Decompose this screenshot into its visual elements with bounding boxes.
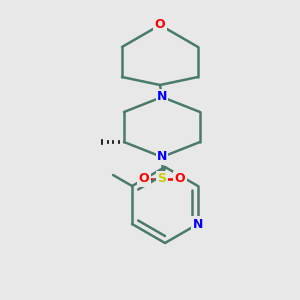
Text: S: S bbox=[158, 172, 166, 185]
Text: O: O bbox=[155, 19, 165, 32]
Text: N: N bbox=[157, 151, 167, 164]
Text: N: N bbox=[193, 218, 203, 230]
Text: O: O bbox=[175, 172, 185, 185]
Text: O: O bbox=[139, 172, 149, 185]
Text: N: N bbox=[157, 91, 167, 103]
